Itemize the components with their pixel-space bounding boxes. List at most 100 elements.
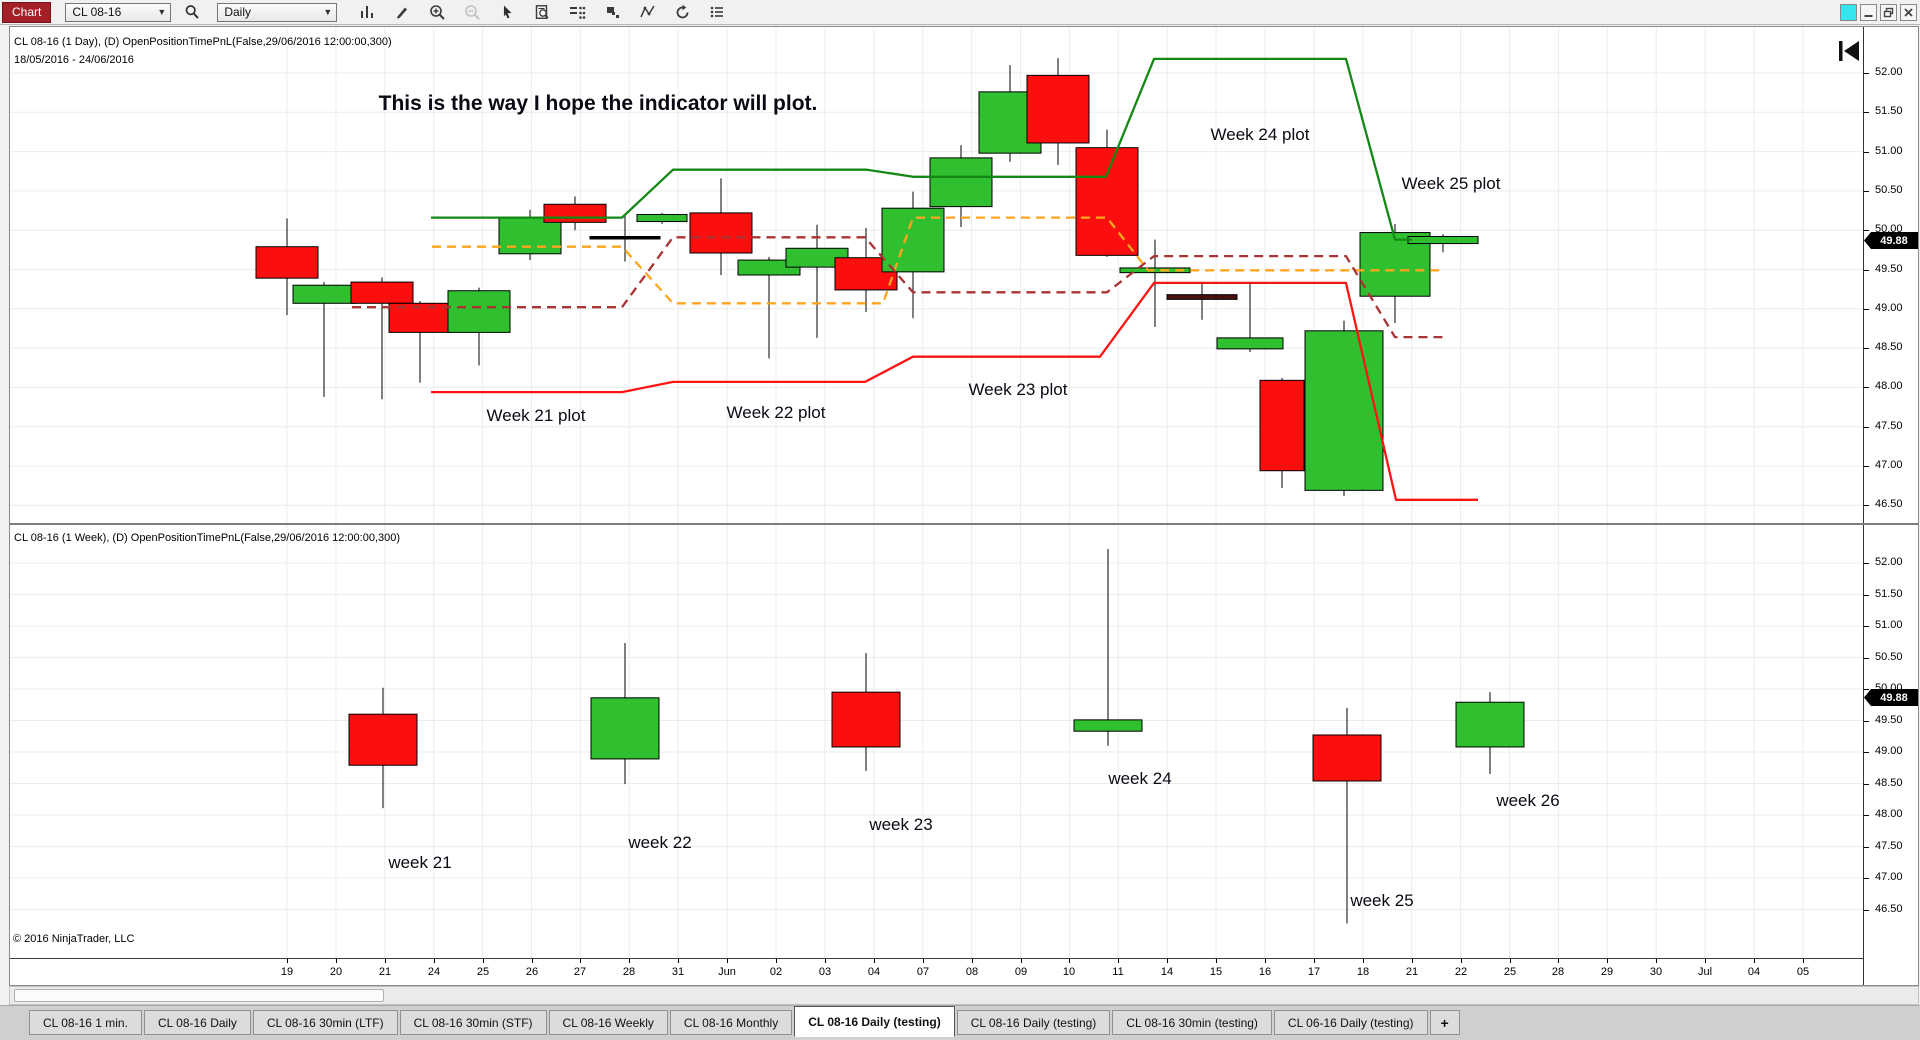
tab-cl-08-16-daily-testing--7[interactable]: CL 08-16 Daily (testing) [956, 1010, 1111, 1035]
price-tick-mark [1864, 626, 1869, 627]
price-tick-mark [1864, 112, 1869, 113]
window-link-button[interactable] [1840, 3, 1857, 21]
candle-body-down[interactable] [350, 281, 414, 304]
tab-cl-08-16-weekly-4[interactable]: CL 08-16 Weekly [548, 1010, 668, 1035]
candle-body-up[interactable] [1304, 330, 1384, 491]
tab-cl-08-16-monthly-5[interactable]: CL 08-16 Monthly [669, 1010, 793, 1035]
candle-body-down[interactable] [1075, 147, 1139, 256]
candle-body-up[interactable] [498, 217, 562, 255]
candle-body-down[interactable] [1259, 379, 1305, 472]
chevron-down-icon: ▼ [157, 7, 167, 17]
candle-body-down[interactable] [689, 212, 753, 254]
time-tick-mark [1510, 959, 1511, 963]
price-tick-mark [1864, 427, 1869, 428]
properties-list-icon[interactable] [707, 2, 727, 22]
time-axis[interactable]: 19 20 21 24 25 26 27 28 31 Jun 02 03 04 07 08 09 10 11 14 1… [10, 958, 1863, 985]
refresh-icon[interactable] [672, 2, 692, 22]
candle-body-down[interactable] [255, 246, 319, 279]
time-tick-label: 19 [280, 966, 294, 978]
time-tick-mark [483, 959, 484, 963]
zoom-in-icon[interactable] [427, 2, 447, 22]
last-price-marker: 49.88 [1864, 232, 1918, 249]
price-axis-separator [1863, 27, 1864, 985]
scrollbar-thumb[interactable] [14, 989, 384, 1002]
cursor-pointer-icon[interactable] [497, 2, 517, 22]
price-tick-mark [1864, 658, 1869, 659]
time-tick-label: 17 [1307, 966, 1321, 978]
price-axis[interactable]: 52.00 51.50 51.00 50.50 50.00 49.50 49.00 48.50… [1864, 0, 1919, 1040]
time-tick-label: 14 [1160, 966, 1174, 978]
candle-body-down[interactable] [348, 713, 418, 766]
candle-body-up[interactable] [636, 213, 688, 223]
candle-body-up[interactable] [590, 697, 660, 760]
toolbar: Chart CL 08-16 ▼ Daily ▼ [0, 0, 1920, 25]
tab-cl-08-16-30min-ltf--2[interactable]: CL 08-16 30min (LTF) [252, 1010, 398, 1035]
candle-body-up[interactable] [292, 284, 356, 304]
time-tick-mark [532, 959, 533, 963]
add-tab-button[interactable]: + [1429, 1010, 1460, 1035]
horizontal-scrollbar[interactable] [9, 986, 1919, 1005]
indicator-line-green-plot [431, 57, 1412, 241]
candle-body-up[interactable] [1407, 235, 1479, 245]
zoom-out-icon[interactable] [462, 2, 482, 22]
copyright-label: © 2016 NinjaTrader, LLC [13, 933, 135, 945]
candle-body-up[interactable] [1455, 701, 1525, 748]
candle-body-up[interactable] [1216, 337, 1284, 350]
tab-cl-08-16-30min-stf--3[interactable]: CL 08-16 30min (STF) [399, 1010, 547, 1035]
candle-body-down[interactable] [831, 691, 901, 748]
tab-cl-08-16-daily-testing--6[interactable]: CL 08-16 Daily (testing) [794, 1006, 955, 1037]
time-tick-label: 03 [818, 966, 832, 978]
chart-canvas[interactable]: This is the way I hope the indicator wil… [10, 27, 1863, 958]
tab-cl-08-16-daily-1[interactable]: CL 08-16 Daily [143, 1010, 251, 1035]
candle-body-down[interactable] [1026, 74, 1090, 144]
price-tick-label: 52.00 [1875, 556, 1903, 568]
indicator-panel-icon[interactable] [567, 2, 587, 22]
time-tick-label: 08 [965, 966, 979, 978]
time-tick-label: 20 [329, 966, 343, 978]
instrument-search-icon[interactable] [182, 2, 202, 22]
tab-cl-08-16-1-min--0[interactable]: CL 08-16 1 min. [29, 1010, 142, 1035]
minimize-button[interactable] [1860, 3, 1877, 21]
candle-body-down[interactable] [1312, 734, 1382, 782]
time-tick-label: 04 [1747, 966, 1761, 978]
candle-body-up[interactable] [447, 290, 511, 333]
time-tick-label: 29 [1600, 966, 1614, 978]
candle-body-cross[interactable] [589, 235, 661, 240]
price-tick-mark [1864, 563, 1869, 564]
candle-body-up[interactable] [1073, 719, 1143, 732]
price-tick-mark [1864, 689, 1869, 690]
candle-body-up[interactable] [929, 157, 993, 208]
time-tick-mark [385, 959, 386, 963]
time-tick-mark [1705, 959, 1706, 963]
price-tick-mark [1864, 721, 1869, 722]
time-tick-label: 21 [378, 966, 392, 978]
time-tick-label: 11 [1112, 966, 1124, 978]
price-tick-label: 51.50 [1875, 105, 1903, 117]
instrument-select[interactable]: CL 08-16 ▼ [65, 2, 172, 22]
go-to-last-bar-icon[interactable] [1836, 39, 1862, 68]
data-box-icon[interactable] [532, 2, 552, 22]
time-tick-label: Jul [1697, 966, 1713, 978]
time-tick-mark [629, 959, 630, 963]
tab-cl-08-16-30min-testing--8[interactable]: CL 08-16 30min (testing) [1112, 1010, 1272, 1035]
pencil-draw-icon[interactable] [392, 2, 412, 22]
chart-text-label: This is the way I hope the indicator wil… [379, 92, 818, 115]
candle-body-up[interactable] [881, 207, 945, 273]
period-select[interactable]: Daily ▼ [217, 2, 338, 22]
close-icon[interactable] [1900, 3, 1917, 21]
time-tick-label: 07 [916, 966, 930, 978]
panel-splitter[interactable] [10, 523, 1919, 525]
objects-layers-icon[interactable] [602, 2, 622, 22]
candle-body-down[interactable] [543, 203, 607, 223]
chart-menu-button[interactable]: Chart [2, 1, 52, 23]
time-tick-label: 28 [1551, 966, 1565, 978]
chart-text-label: week 26 [1495, 791, 1559, 810]
tab-cl-06-16-daily-testing--9[interactable]: CL 06-16 Daily (testing) [1273, 1010, 1428, 1035]
candle-body-up[interactable] [1119, 267, 1191, 274]
chart-text-label: week 22 [627, 833, 691, 852]
restore-button[interactable] [1880, 3, 1897, 21]
zigzag-line-icon[interactable] [637, 2, 657, 22]
bar-chart-icon[interactable] [357, 2, 377, 22]
candle-body-dark[interactable] [1166, 294, 1238, 300]
price-tick-mark [1864, 387, 1869, 388]
